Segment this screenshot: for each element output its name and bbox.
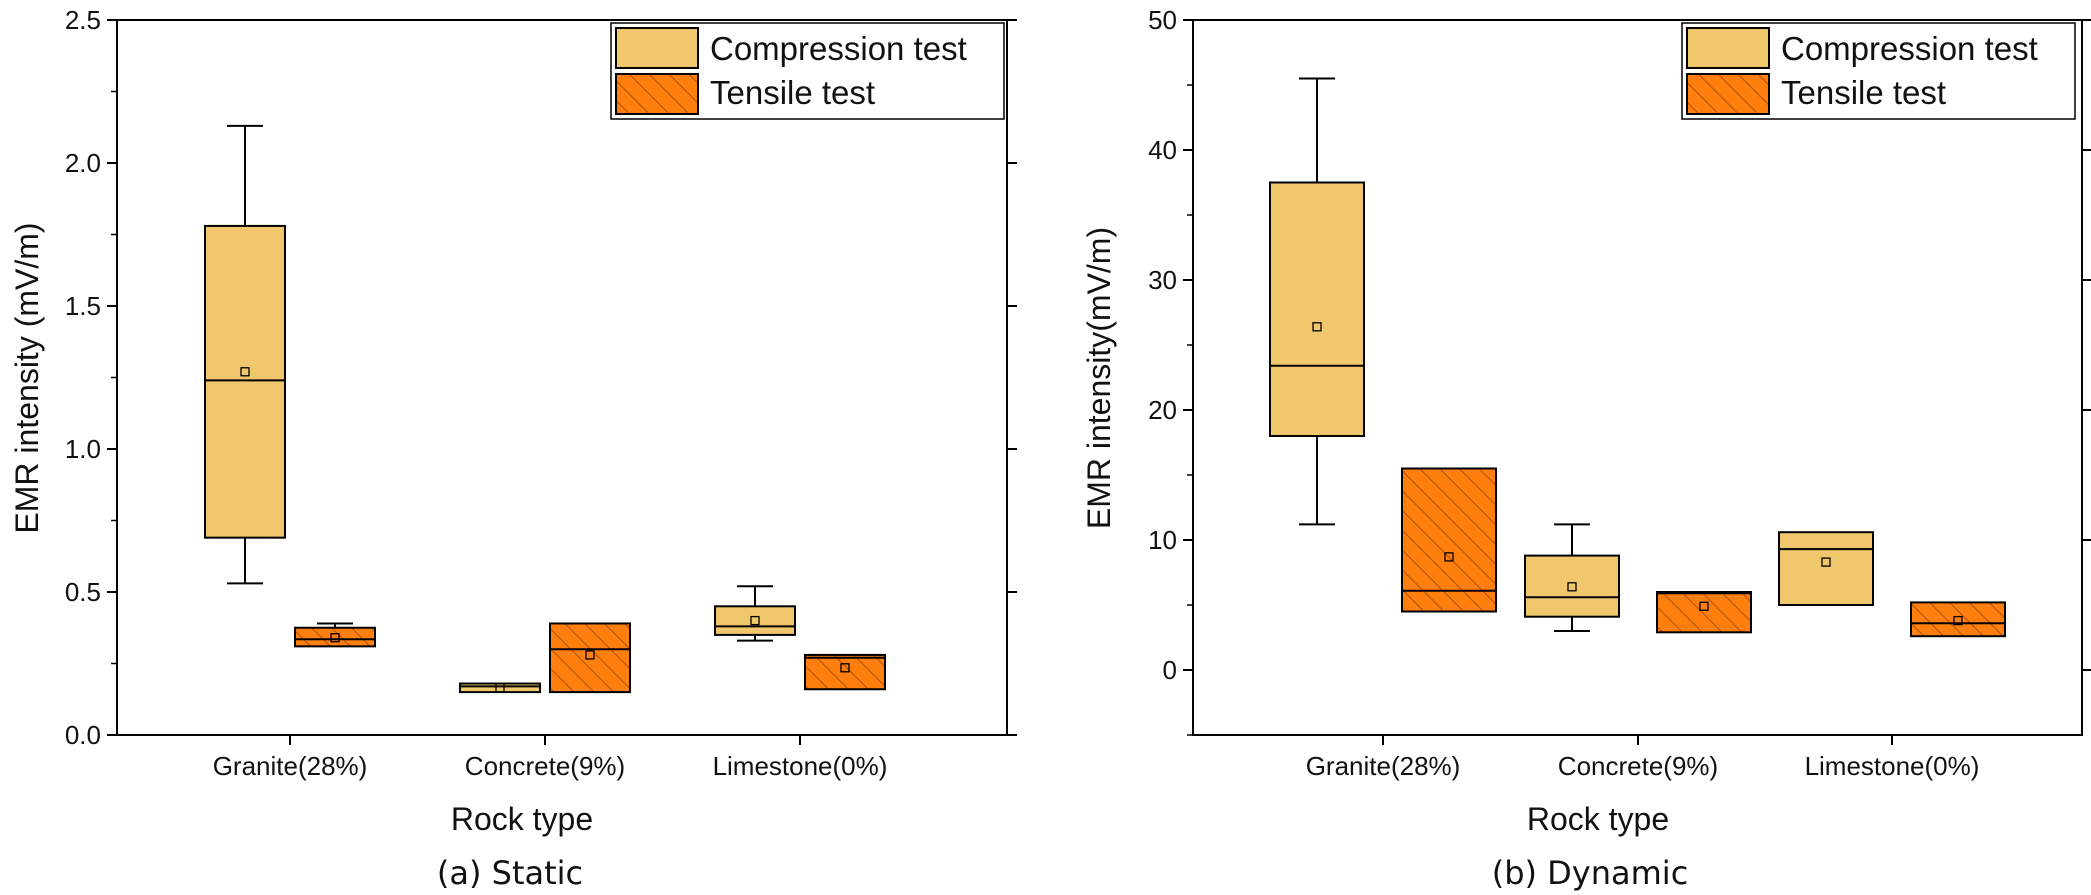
dynamic-category-label: Concrete(9%) [1558, 751, 1718, 781]
static-y-axis-title: EMR intensity (mV/m) [9, 222, 45, 533]
dynamic-y-axis-title: EMR intensity(mV/m) [1081, 227, 1117, 529]
static-category-label: Limestone(0%) [713, 751, 888, 781]
dynamic-tensile-box-2 [1910, 601, 2006, 638]
dynamic-legend-swatch-compression [1686, 27, 1770, 69]
static-legend-label-tensile: Tensile test [710, 74, 875, 111]
static-legend-swatch-compression [615, 27, 699, 69]
static-y-tick-label: 1.5 [65, 291, 101, 321]
box-body [459, 682, 541, 694]
box-body [1269, 181, 1365, 437]
mean-marker [1953, 615, 1963, 626]
mean-marker [1312, 322, 1322, 332]
dynamic-x-axis-title: Rock type [1527, 801, 1669, 837]
static-compression-box-1 [459, 682, 541, 694]
dynamic-y-ticks: 0 10 20 30 40 50 [1148, 5, 2091, 736]
dynamic-compression-box-1 [1524, 523, 1620, 632]
mean-marker [330, 633, 340, 643]
mean-marker [750, 615, 760, 626]
dynamic-compression-box-2 [1778, 531, 1874, 607]
dynamic-y-tick-label: 40 [1148, 135, 1177, 165]
dynamic-y-tick-label: 0 [1163, 655, 1177, 685]
dynamic-y-tick-label: 50 [1148, 5, 1177, 35]
dynamic-category-label: Granite(28%) [1306, 751, 1461, 781]
static-category-labels: Granite(28%) Concrete(9%) Limestone(0%) [213, 735, 888, 781]
static-compression-box-2 [714, 585, 796, 642]
mean-marker [495, 683, 505, 693]
mean-marker [1821, 557, 1831, 567]
box-body [714, 605, 796, 636]
static-tensile-box-0 [294, 622, 376, 648]
dynamic-compression-box-0 [1269, 77, 1365, 526]
mean-marker [1444, 552, 1454, 562]
dynamic-legend-swatch-tensile [1686, 73, 1770, 115]
static-x-axis-title: Rock type [451, 801, 593, 837]
static-category-label: Concrete(9%) [465, 751, 625, 781]
static-tensile-box-1 [549, 622, 631, 694]
static-legend-swatch-tensile [615, 73, 699, 115]
static-caption: (a) Static [437, 854, 583, 892]
static-y-tick-label: 0.5 [65, 577, 101, 607]
static-box-marks [204, 124, 886, 694]
dynamic-tensile-box-0 [1401, 467, 1497, 613]
mean-marker [1567, 582, 1577, 592]
box-body [1910, 601, 2006, 638]
box-body [1524, 554, 1620, 618]
box-body [204, 224, 286, 539]
box-body [549, 622, 631, 694]
static-tensile-box-2 [804, 653, 886, 691]
dynamic-y-tick-label: 20 [1148, 395, 1177, 425]
dynamic-tensile-box-1 [1656, 591, 1752, 634]
static-legend: Compression test Tensile test [610, 22, 1005, 120]
static-y-tick-label: 2.0 [65, 148, 101, 178]
mean-marker [240, 367, 250, 377]
dynamic-legend-label-compression: Compression test [1781, 30, 2038, 67]
dynamic-chart-panel: 0 10 20 30 40 50 Granite(28%) Concrete(9%) Lime… [1081, 5, 2091, 892]
box-body [1656, 591, 1752, 634]
dynamic-caption: (b) Dynamic [1492, 854, 1689, 892]
static-legend-label-compression: Compression test [710, 30, 967, 67]
static-y-tick-label: 0.0 [65, 720, 101, 750]
dynamic-category-label: Limestone(0%) [1805, 751, 1980, 781]
dynamic-y-tick-label: 10 [1148, 525, 1177, 555]
box-body [294, 626, 376, 648]
dynamic-legend-label-tensile: Tensile test [1781, 74, 1946, 111]
static-y-tick-label: 2.5 [65, 5, 101, 35]
mean-marker [1699, 601, 1709, 611]
mean-marker [585, 650, 595, 660]
static-y-ticks: 0.0 0.5 1.0 1.5 2.0 2.5 [65, 5, 1017, 750]
dynamic-legend: Compression test Tensile test [1681, 22, 2076, 120]
static-compression-box-0 [204, 124, 286, 585]
mean-marker [840, 663, 850, 673]
static-chart-panel: 0.0 0.5 1.0 1.5 2.0 2.5 Granite(28%) Concrete(… [9, 5, 1017, 892]
dynamic-y-tick-label: 30 [1148, 265, 1177, 295]
static-category-label: Granite(28%) [213, 751, 368, 781]
box-body [1401, 467, 1497, 613]
static-y-tick-label: 1.0 [65, 434, 101, 464]
box-body [1778, 531, 1874, 607]
dynamic-category-labels: Granite(28%) Concrete(9%) Limestone(0%) [1306, 735, 1980, 781]
dynamic-box-marks [1269, 77, 2006, 638]
